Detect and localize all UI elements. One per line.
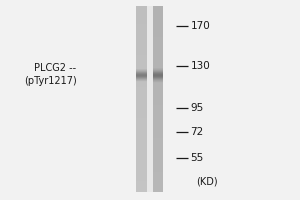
Text: (KD): (KD): [196, 177, 218, 187]
Text: 130: 130: [190, 61, 210, 71]
Text: 170: 170: [190, 21, 210, 31]
Text: 95: 95: [190, 103, 204, 113]
Bar: [147, 6, 153, 192]
Text: (pTyr1217): (pTyr1217): [24, 76, 76, 86]
Text: 72: 72: [190, 127, 204, 137]
Text: PLCG2 --: PLCG2 --: [34, 63, 76, 73]
Text: 55: 55: [190, 153, 204, 163]
